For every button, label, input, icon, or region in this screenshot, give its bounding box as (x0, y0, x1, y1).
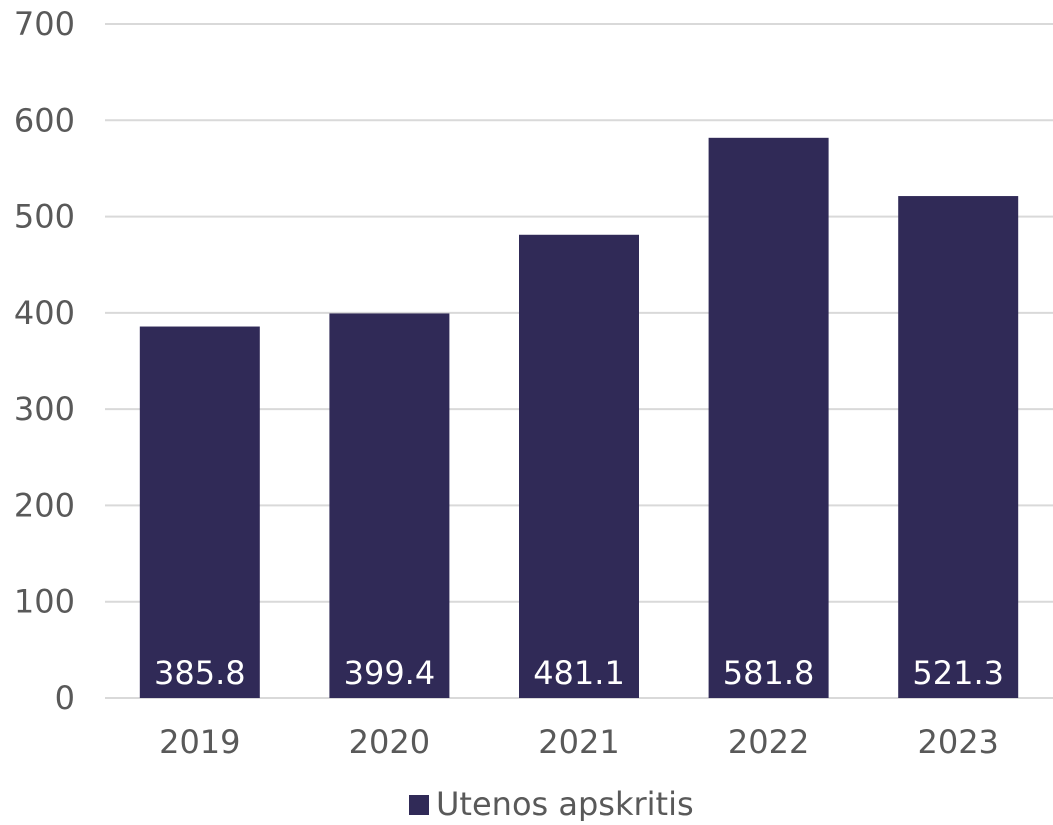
bar-2022 (708, 137, 829, 699)
y-tick-label: 500 (14, 198, 75, 236)
bar-2019 (139, 326, 260, 698)
legend: Utenos apskritis (409, 785, 694, 823)
y-tick-label: 200 (14, 486, 75, 524)
data-label-2022: 581.8 (723, 654, 815, 692)
data-label-2020: 399.4 (344, 654, 436, 692)
x-tick-label-2023: 2023 (917, 723, 998, 761)
x-tick-label-2019: 2019 (159, 723, 240, 761)
data-label-2019: 385.8 (154, 654, 246, 692)
legend-swatch (409, 795, 429, 815)
y-axis-ticks: 0 100 200 300 400 500 600 700 (14, 5, 75, 717)
y-tick-label: 700 (14, 5, 75, 43)
data-label-2021: 481.1 (533, 654, 625, 692)
y-tick-label: 300 (14, 390, 75, 428)
data-label-2023: 521.3 (912, 654, 1004, 692)
y-tick-label: 400 (14, 294, 75, 332)
bar-2023 (898, 196, 1019, 699)
y-tick-label: 100 (14, 583, 75, 621)
x-tick-label-2021: 2021 (538, 723, 619, 761)
x-tick-label-2020: 2020 (349, 723, 430, 761)
y-tick-label: 0 (55, 679, 75, 717)
bar-2021 (519, 234, 639, 699)
bars: 385.8 399.4 481.1 581.8 521.3 (139, 137, 1019, 699)
legend-label: Utenos apskritis (436, 785, 694, 821)
y-tick-label: 600 (14, 101, 75, 139)
x-tick-label-2022: 2022 (728, 723, 809, 761)
x-axis-ticks: 2019 2020 2021 2022 2023 (159, 723, 999, 761)
bar-2020 (329, 313, 450, 698)
